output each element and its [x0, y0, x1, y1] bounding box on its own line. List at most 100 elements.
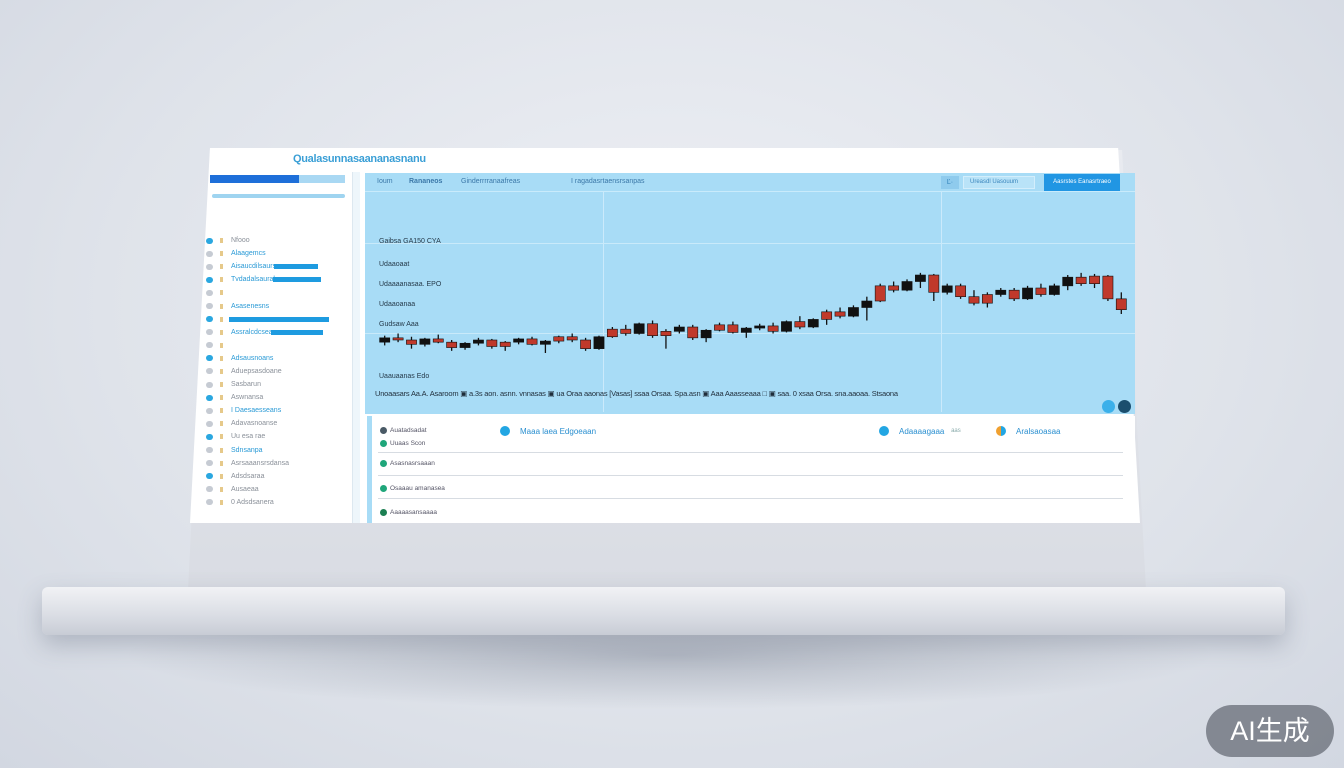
secondary-button[interactable]: Ureasdl Uasouum [963, 176, 1035, 189]
candle [727, 321, 739, 334]
sidebar-item-label: Alaagemcs [231, 250, 266, 258]
sidebar-item[interactable]: Asrsaaansrsdansa [196, 457, 352, 470]
center-link[interactable]: Maaa laea Edgoeaan [500, 426, 596, 436]
sidebar-item-icon [206, 303, 213, 310]
sidebar-item-icon [206, 394, 213, 401]
candle [915, 272, 926, 289]
marker-icon [220, 290, 223, 296]
right-link-2[interactable]: Aralsaoasaa [996, 426, 1060, 436]
candle-body [941, 285, 953, 293]
sidebar-item[interactable] [196, 339, 352, 352]
tab-0[interactable]: Ioum [377, 178, 393, 185]
sidebar-item-icon [206, 499, 213, 506]
candle [981, 292, 993, 308]
tab-1[interactable]: Rananeos [409, 178, 443, 185]
candle-body [754, 325, 766, 329]
tab-2[interactable]: Ginderrrranaafreas [461, 178, 521, 185]
sidebar-item-icon [206, 368, 213, 375]
sidebar-item-icon [206, 250, 213, 257]
tab-3[interactable]: I ragadasrtaensrsanpas [571, 178, 645, 185]
candle-body [1089, 275, 1100, 284]
marker-icon [220, 277, 223, 283]
list-item[interactable]: Osaaau amanasea [380, 485, 445, 492]
marker-icon [220, 421, 223, 427]
icon-button[interactable]: Ľ· [941, 176, 959, 189]
candle [848, 305, 859, 318]
right-link-1[interactable]: Adaaaagaaa aas [879, 426, 961, 436]
marker-icon [220, 355, 223, 361]
divider [378, 452, 1123, 453]
grid-line [365, 333, 1135, 334]
sidebar-item[interactable]: Aisaucdilsaurs [196, 260, 352, 273]
list-item-label: Asasnasrsaaan [390, 460, 435, 467]
primary-button[interactable]: Aasrstes Eanasrtraeo [1044, 174, 1120, 191]
globe-icon[interactable] [1118, 400, 1131, 413]
list-item[interactable]: Asasnasrsaaan [380, 460, 435, 467]
marker-icon [220, 486, 223, 492]
sidebar-divider [352, 172, 360, 523]
candle [834, 307, 846, 319]
sidebar-item-label: 0 Adsdsanera [231, 498, 274, 506]
candle-body [580, 339, 591, 349]
sidebar-search-bar[interactable] [212, 194, 345, 198]
list-item[interactable]: Uuaas Scon [380, 440, 425, 447]
sidebar-item-icon [206, 407, 213, 414]
candle-body [687, 326, 699, 339]
candle-body [955, 285, 966, 297]
candle-body [1035, 287, 1047, 295]
candle [995, 288, 1007, 297]
sidebar-item-icon [206, 486, 213, 493]
sidebar-item[interactable]: Adavasnoanse [196, 417, 352, 430]
right-link-2-label: Aralsaoasaa [1016, 426, 1061, 436]
sidebar-item[interactable]: Sdnsanpa [196, 444, 352, 457]
sidebar-item[interactable]: Ausaeaa [196, 483, 352, 496]
candle-body [593, 336, 605, 349]
candle-body [1115, 298, 1127, 310]
candle-body [888, 285, 900, 291]
grid-line [365, 243, 1135, 244]
sidebar-item[interactable]: Adsausnoans [196, 352, 352, 365]
candle-body [874, 285, 886, 302]
candle-body [928, 274, 940, 293]
sidebar-item[interactable]: Tvdadalsaural [196, 273, 352, 286]
sidebar-item[interactable]: Aduepsasdoane [196, 365, 352, 378]
candle-body [767, 325, 779, 332]
sidebar-item[interactable]: Adsdsaraa [196, 470, 352, 483]
candle-body [486, 339, 498, 347]
sidebar-item-icon [206, 355, 213, 362]
marker-icon [220, 473, 223, 479]
candle [928, 273, 940, 302]
candle [633, 322, 645, 335]
candle-body [566, 336, 578, 341]
sidebar-item[interactable]: Aswnansa [196, 391, 352, 404]
sidebar-item[interactable]: Sasbarun [196, 378, 352, 391]
sidebar-item[interactable]: I Daesaesseans [196, 404, 352, 417]
candle [821, 309, 833, 325]
candle [593, 335, 605, 350]
candle-body [406, 339, 417, 345]
sidebar-item[interactable]: 0 Adsdsanera [196, 496, 352, 509]
candle-body [1102, 275, 1114, 300]
user-icon [996, 426, 1006, 436]
candle [620, 324, 632, 336]
sidebar-item-label: Asasenesns [231, 302, 270, 310]
sidebar-item-highlight [270, 329, 323, 335]
candle [740, 327, 752, 338]
sidebar-item[interactable]: Alaagemcs [196, 247, 352, 260]
sidebar-item[interactable] [196, 313, 352, 326]
sidebar-item[interactable]: Nfooo [196, 234, 352, 247]
marker-icon [220, 316, 223, 322]
sidebar-item[interactable]: Asasenesns [196, 299, 352, 312]
candle-body [647, 323, 658, 336]
list-item-label: Auatadsadat [390, 427, 427, 434]
list-item[interactable]: Auatadsadat [380, 427, 427, 434]
sidebar-item[interactable]: Uu esa rae [196, 430, 352, 443]
sidebar-item[interactable] [196, 286, 352, 299]
sidebar-item[interactable]: Assralcdcsea [196, 326, 352, 339]
candle-body [606, 328, 618, 338]
refresh-icon[interactable] [1102, 400, 1115, 413]
marker-icon [220, 447, 223, 453]
list-item[interactable]: Aaaaasansaaaa [380, 509, 437, 516]
candle [486, 338, 498, 349]
marker-icon [220, 368, 223, 374]
